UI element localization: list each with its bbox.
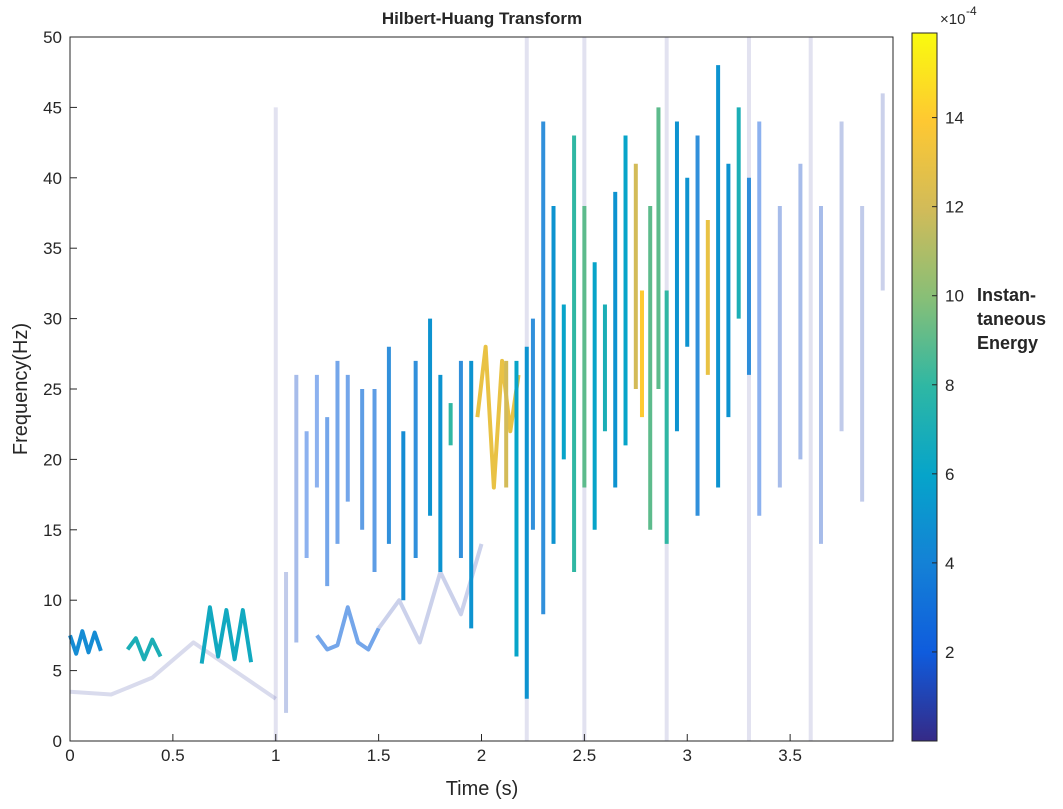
colorbar-label: taneous xyxy=(977,309,1046,329)
colorbar-exponent-power: -4 xyxy=(966,4,977,18)
imf-trace xyxy=(377,543,484,645)
x-tick-label: 2 xyxy=(477,746,486,765)
imf-trace xyxy=(69,640,277,701)
y-tick-label: 15 xyxy=(43,521,62,540)
traces xyxy=(68,37,885,741)
colorbar-tick-label: 8 xyxy=(945,376,954,395)
y-tick-label: 0 xyxy=(53,732,62,751)
colorbar-tick-label: 10 xyxy=(945,287,964,306)
x-tick-label: 0.5 xyxy=(161,746,185,765)
y-tick-label: 40 xyxy=(43,169,62,188)
x-tick-label: 3.5 xyxy=(778,746,802,765)
colorbar-label: Energy xyxy=(977,333,1038,353)
x-tick-label: 1 xyxy=(271,746,280,765)
x-tick-label: 2.5 xyxy=(573,746,597,765)
x-axis-label: Time (s) xyxy=(446,778,519,800)
y-tick-label: 5 xyxy=(53,662,62,681)
colorbar-tick-label: 2 xyxy=(945,643,954,662)
imf-trace xyxy=(475,344,521,490)
y-tick-label: 50 xyxy=(43,28,62,47)
imf-trace xyxy=(315,605,381,652)
imf-trace xyxy=(68,629,103,656)
colorbar-tick-label: 12 xyxy=(945,198,964,217)
x-tick-label: 1.5 xyxy=(367,746,391,765)
colorbar-label: Instan- xyxy=(977,285,1036,305)
colorbar-tick-label: 14 xyxy=(945,109,964,128)
chart-title: Hilbert-Huang Transform xyxy=(382,9,582,28)
imf-trace xyxy=(125,636,163,662)
x-tick-label: 0 xyxy=(65,746,74,765)
y-tick-label: 45 xyxy=(43,98,62,117)
colorbar-exponent-base: ×10 xyxy=(940,11,965,28)
colorbar-tick-label: 6 xyxy=(945,465,954,484)
y-axis-label: Frequency(Hz) xyxy=(10,323,32,455)
colorbar: 2 4 6 8 10 12 14 ×10 -4 Instan-taneous Energy xyxy=(911,4,1046,742)
y-tick-label: 35 xyxy=(43,239,62,258)
imf-trace xyxy=(199,605,254,664)
x-tick-label: 3 xyxy=(683,746,692,765)
y-tick-label: 25 xyxy=(43,380,62,399)
y-tick-label: 10 xyxy=(43,591,62,610)
y-tick-label: 20 xyxy=(43,450,62,469)
colorbar-scale xyxy=(911,32,938,742)
y-tick-label: 30 xyxy=(43,310,62,329)
colorbar-tick-label: 4 xyxy=(945,554,954,573)
